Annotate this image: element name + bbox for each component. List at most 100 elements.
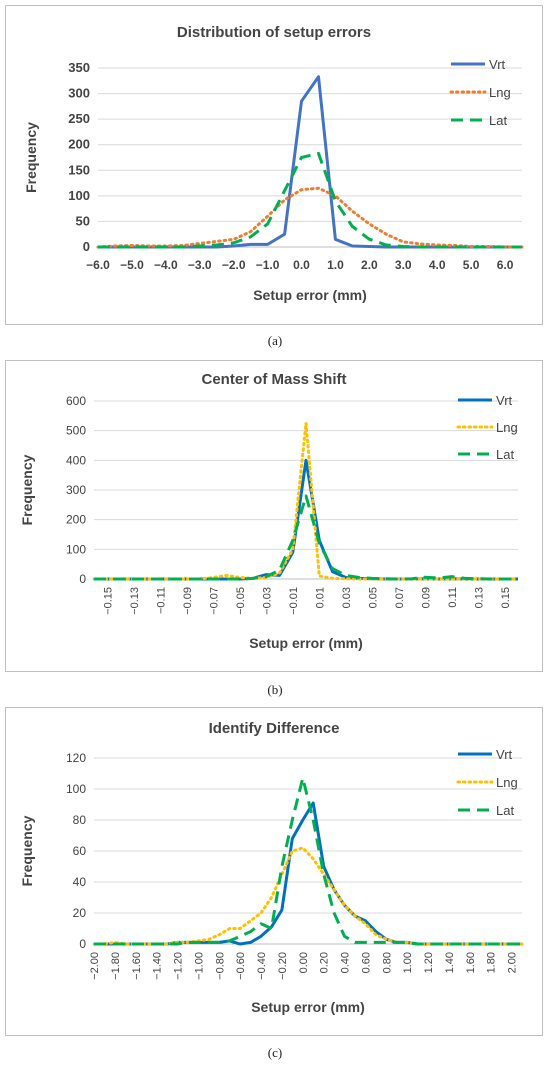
legend-label-lng: Lng bbox=[496, 420, 518, 435]
y-tick-label: 150 bbox=[68, 162, 90, 177]
x-tick-label: 0.0 bbox=[293, 258, 310, 272]
x-tick-label: −1.60 bbox=[131, 952, 143, 980]
y-tick-label: 80 bbox=[73, 813, 87, 827]
legend-label-lat: Lat bbox=[496, 447, 514, 462]
x-tick-label: −0.80 bbox=[214, 952, 226, 980]
y-tick-label: 100 bbox=[68, 188, 90, 203]
legend-label-lat: Lat bbox=[489, 113, 507, 128]
y-tick-label: 40 bbox=[73, 875, 87, 889]
x-tick-label: 1.0 bbox=[327, 258, 344, 272]
x-tick-label: −0.07 bbox=[208, 587, 220, 615]
x-tick-label: 0.00 bbox=[298, 952, 310, 973]
y-tick-label: 20 bbox=[73, 906, 87, 920]
x-tick-label: −1.00 bbox=[193, 952, 205, 980]
caption-a: (a) bbox=[267, 333, 283, 348]
legend-label-vrt: Vrt bbox=[496, 747, 513, 762]
x-tick-label: 1.40 bbox=[444, 952, 456, 973]
x-tick-label: −0.20 bbox=[277, 952, 289, 980]
y-tick-label: 50 bbox=[76, 213, 90, 228]
series-line-lat bbox=[98, 151, 522, 249]
chart-panel-center-of-mass: Center of Mass Shift 0 100 200 300 400 500 600 −… bbox=[5, 360, 543, 672]
x-tick-label: −0.03 bbox=[261, 587, 273, 615]
y-tick-label: 600 bbox=[66, 394, 86, 408]
y-tick-label: 500 bbox=[66, 424, 86, 438]
x-tick-label: 5.0 bbox=[463, 258, 480, 272]
x-axis-title: Setup error (mm) bbox=[249, 635, 363, 651]
chart-panel-identify-difference: Identify Difference 0 20 40 60 80 100 120 −2.00−… bbox=[5, 707, 543, 1036]
legend-label-lng: Lng bbox=[496, 775, 518, 790]
chart-title: Distribution of setup errors bbox=[177, 24, 371, 41]
x-tick-label: 0.03 bbox=[341, 587, 353, 608]
caption-b: (b) bbox=[267, 682, 283, 697]
x-tick-label: −1.40 bbox=[152, 952, 164, 980]
chart-title: Identify Difference bbox=[209, 720, 340, 737]
x-tick-label: −0.13 bbox=[129, 587, 141, 615]
x-tick-label: −0.15 bbox=[102, 587, 114, 615]
y-tick-label: 200 bbox=[68, 137, 90, 152]
y-axis-title: Frequency bbox=[23, 122, 39, 193]
y-tick-label: 0 bbox=[83, 239, 90, 254]
series-line-lat bbox=[94, 494, 518, 581]
x-axis-title: Setup error (mm) bbox=[251, 999, 365, 1015]
x-tick-label: −5.0 bbox=[120, 258, 144, 272]
x-tick-label: −1.20 bbox=[173, 952, 185, 980]
y-tick-label: 0 bbox=[79, 572, 86, 586]
x-tick-label: −2.00 bbox=[89, 952, 101, 980]
x-tick-label: 2.00 bbox=[507, 952, 519, 973]
legend-label-lat: Lat bbox=[496, 803, 514, 818]
x-tick-label: 0.13 bbox=[473, 587, 485, 608]
x-tick-label: 2.0 bbox=[361, 258, 378, 272]
x-tick-label: −0.09 bbox=[182, 587, 194, 615]
y-tick-label: 300 bbox=[68, 86, 90, 101]
x-tick-label: −0.11 bbox=[155, 587, 167, 614]
x-tick-label: −0.01 bbox=[288, 587, 300, 615]
series-line-lng bbox=[92, 421, 520, 581]
x-tick-label: −1.80 bbox=[110, 952, 122, 980]
y-tick-label: 100 bbox=[66, 542, 86, 556]
x-tick-label: 0.60 bbox=[360, 952, 372, 973]
x-tick-label: 0.40 bbox=[340, 952, 352, 973]
y-tick-label: 300 bbox=[66, 483, 86, 497]
series-line-lng bbox=[92, 846, 524, 946]
chart-identify-difference-svg: Identify Difference020406080100120−2.00−… bbox=[19, 720, 524, 1015]
x-tick-label: 1.60 bbox=[465, 952, 477, 973]
y-tick-label: 350 bbox=[68, 60, 90, 75]
x-tick-label: −3.0 bbox=[188, 258, 212, 272]
y-tick-label: 100 bbox=[66, 782, 86, 796]
x-tick-label: −0.60 bbox=[235, 952, 247, 980]
x-tick-label: 3.0 bbox=[395, 258, 412, 272]
x-axis-title: Setup error (mm) bbox=[253, 287, 367, 303]
x-tick-label: 0.20 bbox=[319, 952, 331, 973]
y-tick-label: 250 bbox=[68, 111, 90, 126]
x-tick-label: −4.0 bbox=[154, 258, 178, 272]
legend-label-vrt: Vrt bbox=[496, 393, 513, 408]
legend-label-lng: Lng bbox=[489, 85, 511, 100]
x-tick-label: 0.05 bbox=[367, 587, 379, 608]
x-tick-label: 1.20 bbox=[423, 952, 435, 973]
y-axis-title: Frequency bbox=[19, 815, 35, 886]
chart-center-of-mass-svg: Center of Mass Shift 0 100 200 300 400 500 600 −… bbox=[19, 371, 520, 651]
y-tick-label: 0 bbox=[79, 937, 86, 951]
x-tick-label: −1.0 bbox=[256, 258, 280, 272]
x-tick-label: −2.0 bbox=[222, 258, 246, 272]
x-tick-label: 6.0 bbox=[497, 258, 514, 272]
x-tick-label: 0.15 bbox=[500, 587, 512, 608]
y-tick-label: 400 bbox=[66, 453, 86, 467]
x-tick-label: 0.11 bbox=[447, 587, 459, 608]
series-line-vrt bbox=[94, 801, 522, 946]
x-tick-label: 1.00 bbox=[402, 952, 414, 973]
x-tick-label: 0.07 bbox=[394, 587, 406, 608]
x-tick-label: 0.01 bbox=[314, 587, 326, 608]
y-axis-title: Frequency bbox=[19, 454, 35, 525]
chart-panel-setup-errors: Distribution of setup errors 0 50 100 150 200… bbox=[5, 5, 543, 325]
legend-label-vrt: Vrt bbox=[489, 57, 506, 72]
y-tick-label: 200 bbox=[66, 513, 86, 527]
series-line-lat bbox=[94, 776, 522, 946]
series-line-lng bbox=[96, 186, 524, 249]
caption-c: (c) bbox=[267, 1045, 283, 1060]
y-tick-label: 60 bbox=[73, 844, 87, 858]
chart-title: Center of Mass Shift bbox=[201, 371, 346, 388]
x-tick-label: 0.09 bbox=[420, 587, 432, 608]
x-tick-label: 0.80 bbox=[381, 952, 393, 973]
x-tick-label: 1.80 bbox=[486, 952, 498, 973]
